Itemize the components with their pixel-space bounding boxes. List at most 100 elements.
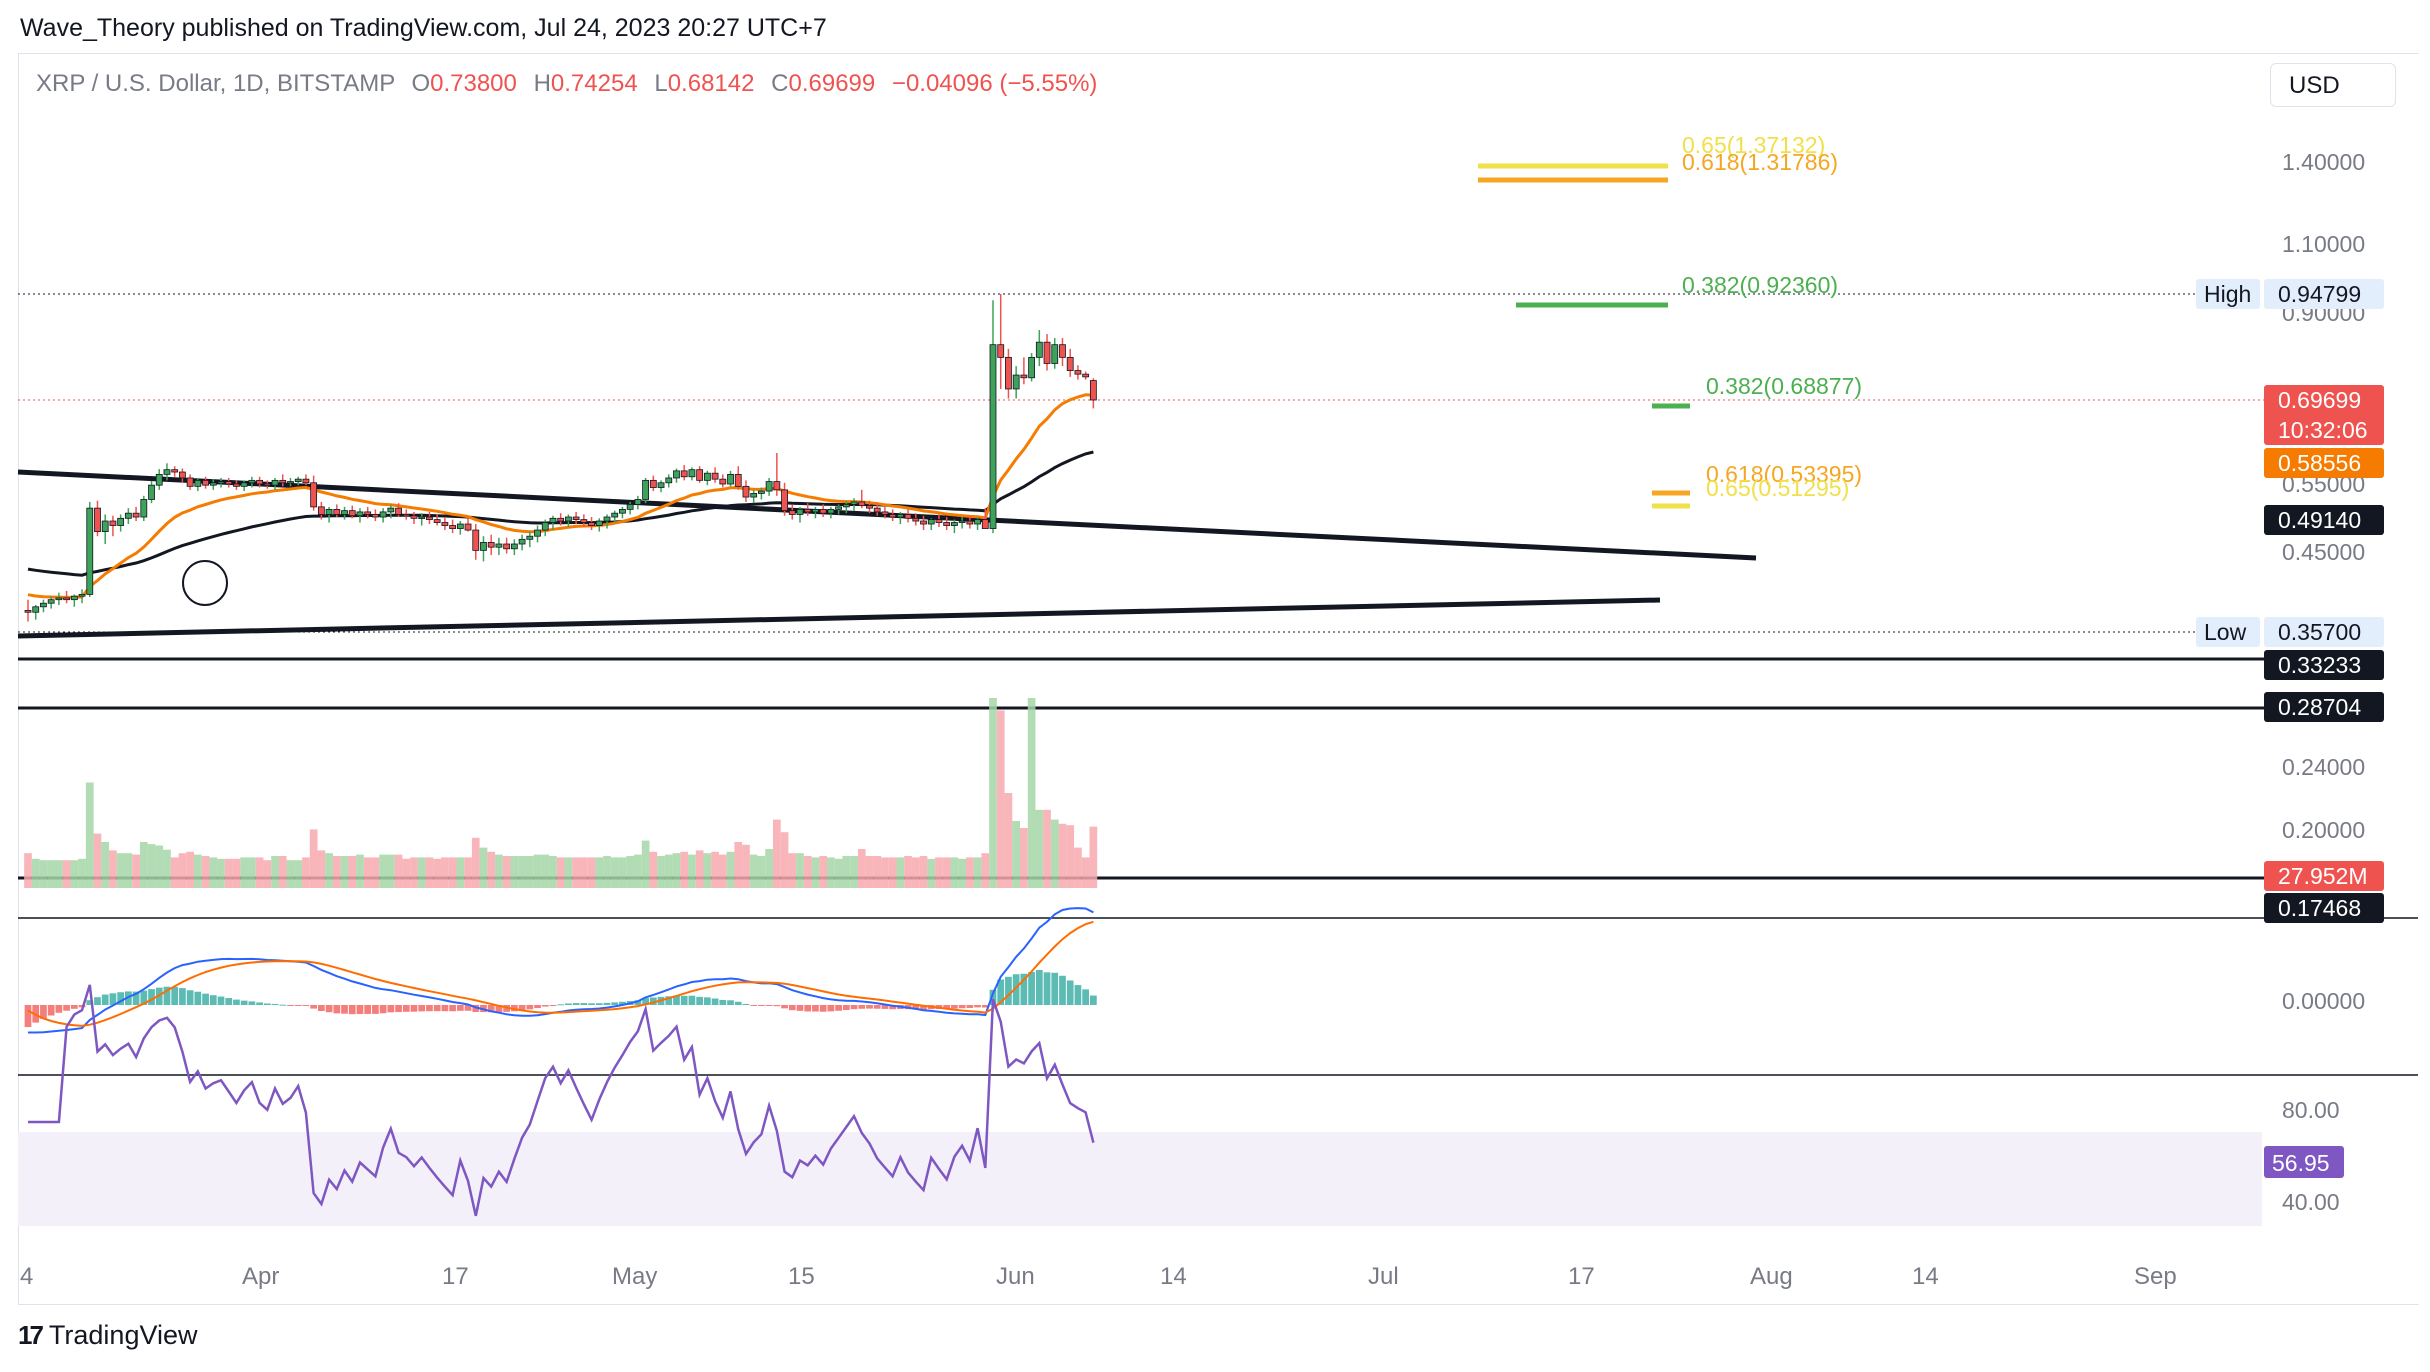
volume-bar: [965, 857, 974, 888]
macd-histogram-bar: [225, 998, 233, 1005]
volume-bar: [742, 844, 750, 888]
candle-body: [371, 514, 379, 518]
candle-body: [279, 479, 287, 484]
macd-histogram-bar: [418, 1005, 426, 1012]
macd-histogram-bar: [433, 1005, 441, 1012]
candle-body: [711, 472, 719, 480]
macd-histogram-bar: [410, 1005, 418, 1012]
candle-body: [480, 542, 487, 551]
volume-bar: [124, 853, 133, 888]
price-axis-tick: 1.40000: [2282, 149, 2365, 175]
volume-bar: [70, 860, 79, 888]
macd-histogram-bar: [341, 1005, 348, 1014]
candle-body: [256, 479, 264, 485]
candle-body: [904, 514, 912, 519]
candle-body: [665, 477, 673, 484]
volume-bar: [595, 857, 604, 888]
volume-bar: [919, 856, 928, 888]
macd-histogram-bar: [742, 1003, 750, 1005]
volume-bar: [309, 829, 318, 888]
volume-bar: [1035, 809, 1044, 888]
fib-level-label: 0.65(1.37132): [1682, 132, 1825, 158]
macd-histogram-bar: [1043, 972, 1051, 1005]
candle-body: [341, 510, 348, 515]
macd-histogram-bar: [696, 996, 703, 1005]
volume-bar: [317, 850, 326, 888]
candle-body: [101, 520, 109, 532]
macd-histogram-bar: [86, 1000, 94, 1005]
macd-histogram-bar: [518, 1005, 526, 1011]
price-label-value: 0.28704: [2278, 694, 2361, 720]
fib-level-label: 0.618(1.31786): [1682, 149, 1838, 175]
candle-body: [472, 529, 480, 551]
candle-body: [310, 482, 318, 508]
candle-body: [626, 503, 634, 510]
volume-bar: [881, 857, 889, 888]
candle-body: [565, 516, 572, 522]
candle-body: [742, 485, 750, 498]
volume-bar: [1043, 809, 1051, 888]
volume-bar: [255, 857, 264, 888]
volume-bar: [533, 854, 542, 888]
macd-histogram-bar: [842, 1005, 850, 1011]
candle-body: [225, 481, 233, 485]
candle-body: [796, 508, 804, 515]
macd-histogram-bar: [294, 1005, 302, 1006]
rsi-line: [28, 984, 1095, 1217]
candle-body: [727, 473, 734, 485]
candle-body: [920, 520, 927, 525]
candle-body: [989, 344, 997, 529]
macd-histogram-bar: [94, 997, 101, 1005]
price-label-tag: Low: [2204, 619, 2247, 645]
volume-bar: [456, 857, 465, 888]
macd-histogram-bar: [194, 991, 202, 1005]
volume-bar: [1081, 857, 1090, 888]
ema-50-line: [27, 393, 1094, 599]
candle-body: [611, 512, 619, 518]
candle-body: [819, 508, 827, 514]
volume-bar: [827, 857, 835, 888]
rsi-band: [18, 1132, 2262, 1226]
currency-button[interactable]: USD: [2270, 63, 2396, 107]
volume-bar: [865, 856, 874, 888]
macd-histogram-bar: [263, 1003, 271, 1005]
macd-histogram-bar: [773, 1005, 781, 1007]
candle-body: [70, 595, 78, 601]
candle-body: [441, 522, 449, 526]
macd-histogram-bar: [302, 1005, 310, 1006]
volume-bar: [518, 856, 526, 888]
candle-body: [1020, 374, 1028, 379]
volume-bar: [286, 860, 295, 888]
macd-histogram-bar: [951, 1005, 958, 1009]
candle-body: [588, 522, 595, 526]
volume-bar: [618, 857, 627, 888]
macd-histogram-bar: [271, 1003, 279, 1005]
volume-bar: [549, 856, 557, 888]
candle-body: [788, 510, 796, 515]
volume-bar: [772, 819, 781, 888]
macd-histogram-bar: [534, 1005, 541, 1009]
candle-body: [426, 516, 433, 521]
volume-bar: [31, 858, 40, 888]
volume-bar: [1027, 698, 1036, 888]
macd-histogram-bar: [449, 1005, 456, 1012]
candle-body: [873, 507, 881, 513]
volume-bar: [170, 857, 179, 888]
candle-body: [418, 516, 426, 519]
candle-body: [927, 519, 935, 525]
volume-bar: [209, 857, 218, 888]
candle-body: [495, 543, 503, 548]
candle-body: [47, 599, 55, 604]
volume-bar: [1089, 826, 1098, 888]
chart-canvas[interactable]: 0.65(1.37132)0.618(1.31786) 0.382(0.92360…: [0, 0, 2430, 1310]
candle-body: [758, 490, 765, 494]
volume-bar: [556, 857, 565, 888]
candle-body: [194, 479, 202, 487]
candle-body: [171, 469, 179, 473]
candle-body: [163, 469, 171, 475]
candle-body: [1051, 344, 1059, 364]
macd-histogram-bar: [40, 1005, 47, 1019]
volume-bar: [842, 856, 851, 888]
low-key: L: [654, 70, 668, 97]
macd-histogram-bar: [1028, 971, 1035, 1005]
